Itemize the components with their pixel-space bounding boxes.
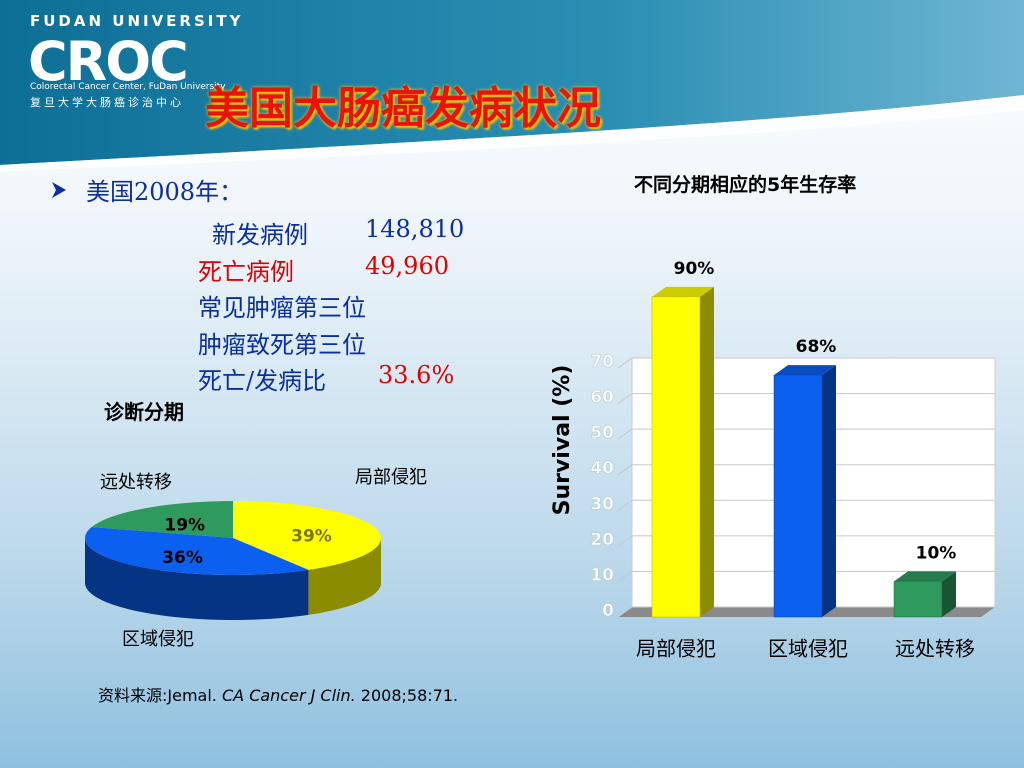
y-tick-label: 60	[590, 388, 614, 408]
grid-line	[617, 606, 995, 618]
x-tick-label: 区域侵犯	[768, 637, 848, 661]
pie-category-label: 区域侵犯	[122, 629, 194, 650]
y-axis-label: Survival (%)	[550, 365, 575, 516]
bar-side	[942, 571, 956, 617]
pie-value-label: 36%	[162, 548, 203, 568]
pie-value-label: 39%	[291, 527, 332, 547]
bar-top	[894, 571, 956, 582]
bullet-label: 死亡病例	[198, 257, 294, 286]
bullet-label: 新发病例	[212, 221, 308, 249]
bar-value-label: 90%	[674, 259, 715, 279]
logo-center-en: Colorectal Cancer Center, FuDan Universi…	[30, 82, 226, 92]
pie-side	[308, 538, 381, 615]
grid-line	[617, 535, 995, 547]
y-tick-label: 70	[590, 352, 614, 372]
source: 资料来源:Jemal. CA Cancer J Clin. 2008;58:71…	[98, 682, 458, 706]
source-journal: CA Cancer J Clin.	[221, 686, 356, 705]
pie-title: 诊断分期	[104, 400, 184, 424]
bar-top	[652, 286, 714, 297]
bullet-heading: 美国2008年：	[86, 178, 244, 206]
bullet-value: 148,810	[365, 215, 465, 243]
bullet-value: 33.6%	[378, 361, 455, 389]
bar-side	[700, 286, 714, 617]
grid-line	[617, 570, 995, 582]
bullet-arrow	[52, 182, 66, 198]
grid-line	[617, 499, 995, 511]
pie-category-label: 远处转移	[100, 472, 172, 493]
y-tick-label: 30	[590, 494, 614, 514]
bar	[651, 296, 701, 618]
y-tick-label: 20	[590, 530, 614, 550]
header-band	[0, 0, 1024, 172]
bar-top	[774, 365, 836, 376]
bar-value-label: 10%	[916, 543, 957, 563]
grid-line	[617, 428, 995, 440]
source-citation: 2008;58:71.	[360, 686, 459, 705]
bar-side	[822, 365, 836, 617]
logo-center-cn: 复旦大学大肠癌诊治中心	[30, 96, 184, 109]
y-tick-label: 0	[602, 601, 614, 621]
bar-value-label: 68%	[796, 337, 837, 357]
logo-university: FUDAN UNIVERSITY	[30, 12, 244, 30]
bullet-label: 肿瘤致死第三位	[198, 330, 366, 359]
bar	[773, 374, 823, 618]
y-tick-label: 40	[590, 459, 614, 479]
y-tick-label: 10	[590, 565, 614, 585]
x-tick-label: 局部侵犯	[636, 637, 716, 661]
x-tick-label: 远处转移	[895, 637, 975, 661]
source-prefix: 资料来源:Jemal.	[98, 686, 217, 705]
bullet-value: 49,960	[365, 251, 449, 280]
grid-line	[617, 393, 995, 404]
y-tick-label: 50	[590, 423, 614, 443]
pie-side	[85, 538, 309, 620]
pie-value-label: 19%	[164, 516, 205, 536]
grid-line	[617, 464, 995, 476]
bullet-label: 死亡/发病比	[198, 367, 327, 395]
pie-slice	[84, 527, 309, 575]
slide-title: 美国大肠癌发病状况	[205, 83, 601, 134]
bullet-label: 常见肿瘤第三位	[198, 294, 366, 322]
pie-slice	[91, 501, 233, 538]
bar	[893, 581, 943, 618]
bar-title: 不同分期相应的5年生存率	[634, 174, 857, 196]
pie-category-label: 局部侵犯	[355, 467, 427, 488]
grid-line	[617, 357, 995, 369]
pie-slice	[233, 501, 381, 570]
logo: CROC	[28, 30, 189, 93]
